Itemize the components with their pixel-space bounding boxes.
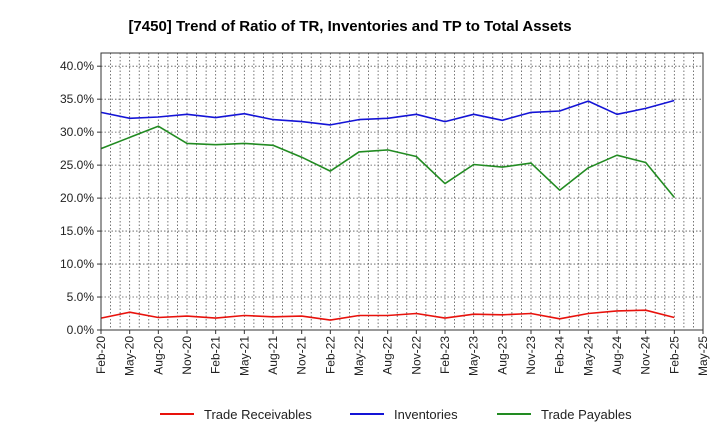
- chart-title: [7450] Trend of Ratio of TR, Inventories…: [128, 18, 571, 35]
- legend: Trade Receivables Inventories Trade Payabl…: [160, 407, 632, 422]
- x-tick-label: Feb-25: [667, 336, 681, 374]
- x-tick-label: Feb-22: [323, 336, 337, 374]
- series-line-2: [100, 99, 675, 126]
- series-line-3: [100, 125, 675, 198]
- x-tick-label: Nov-22: [409, 336, 423, 375]
- x-tick-label: Aug-22: [381, 336, 395, 375]
- x-tick-label: May-22: [352, 336, 366, 376]
- x-tick-label: Nov-20: [180, 336, 194, 375]
- y-axis-ticks: 0.0% 5.0% 10.0% 15.0% 20.0% 25.0% 30.0% 35.0% 40…: [60, 59, 101, 337]
- x-tick-label: May-24: [581, 336, 595, 376]
- grid-layer: [100, 53, 704, 331]
- y-tick-label: 40.0%: [60, 59, 94, 73]
- x-tick-label: Aug-23: [495, 336, 509, 375]
- y-tick-label: 0.0%: [67, 323, 95, 337]
- x-tick-label: Feb-24: [553, 336, 567, 374]
- legend-label: Trade Receivables: [204, 407, 312, 422]
- x-tick-label: Feb-20: [94, 336, 108, 374]
- x-tick-label: Aug-21: [266, 336, 280, 375]
- x-tick-label: May-20: [123, 336, 137, 376]
- y-tick-label: 20.0%: [60, 191, 94, 205]
- x-tick-label: May-23: [467, 336, 481, 376]
- x-tick-label: Nov-24: [639, 336, 653, 375]
- y-tick-label: 25.0%: [60, 158, 94, 172]
- y-tick-label: 10.0%: [60, 257, 94, 271]
- x-tick-label: Nov-23: [524, 336, 538, 375]
- y-tick-label: 15.0%: [60, 224, 94, 238]
- legend-label: Inventories: [394, 407, 458, 422]
- y-tick-label: 35.0%: [60, 92, 94, 106]
- x-tick-label: May-21: [237, 336, 251, 376]
- y-tick-label: 30.0%: [60, 125, 94, 139]
- series-layer: [100, 99, 675, 321]
- x-tick-label: Aug-24: [610, 336, 624, 375]
- x-axis-ticks: Feb-20 May-20 Aug-20 Nov-20 Feb-21 May-21 Aug-…: [94, 330, 710, 376]
- series-line-1: [100, 309, 675, 321]
- x-tick-label: Aug-20: [151, 336, 165, 375]
- y-tick-label: 5.0%: [67, 290, 95, 304]
- x-tick-label: Feb-21: [209, 336, 223, 374]
- legend-label: Trade Payables: [541, 407, 632, 422]
- x-tick-label: Nov-21: [295, 336, 309, 375]
- x-tick-label: Feb-23: [438, 336, 452, 374]
- plot-frame: [100, 52, 704, 331]
- x-tick-label: May-25: [696, 336, 710, 376]
